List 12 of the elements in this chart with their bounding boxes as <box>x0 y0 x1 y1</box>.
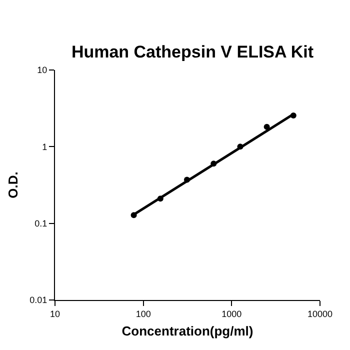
y-tick-label: 0.1 <box>34 218 48 228</box>
chart-title: Human Cathepsin V ELISA Kit <box>71 42 314 62</box>
x-tick-label: 10000 <box>307 308 333 319</box>
y-tick-label: 0.01 <box>30 295 48 306</box>
y-tick-label: 10 <box>37 65 48 76</box>
point <box>264 124 270 130</box>
x-tick-label: 1000 <box>222 308 242 319</box>
y-axis-title: O.D. <box>6 172 21 198</box>
y-tick-label: 1 <box>42 142 48 152</box>
x-tick-label: 10 <box>50 308 60 319</box>
x-axis-title: Concentration(pg/ml) <box>122 323 254 338</box>
x-tick-label: 100 <box>136 308 151 319</box>
